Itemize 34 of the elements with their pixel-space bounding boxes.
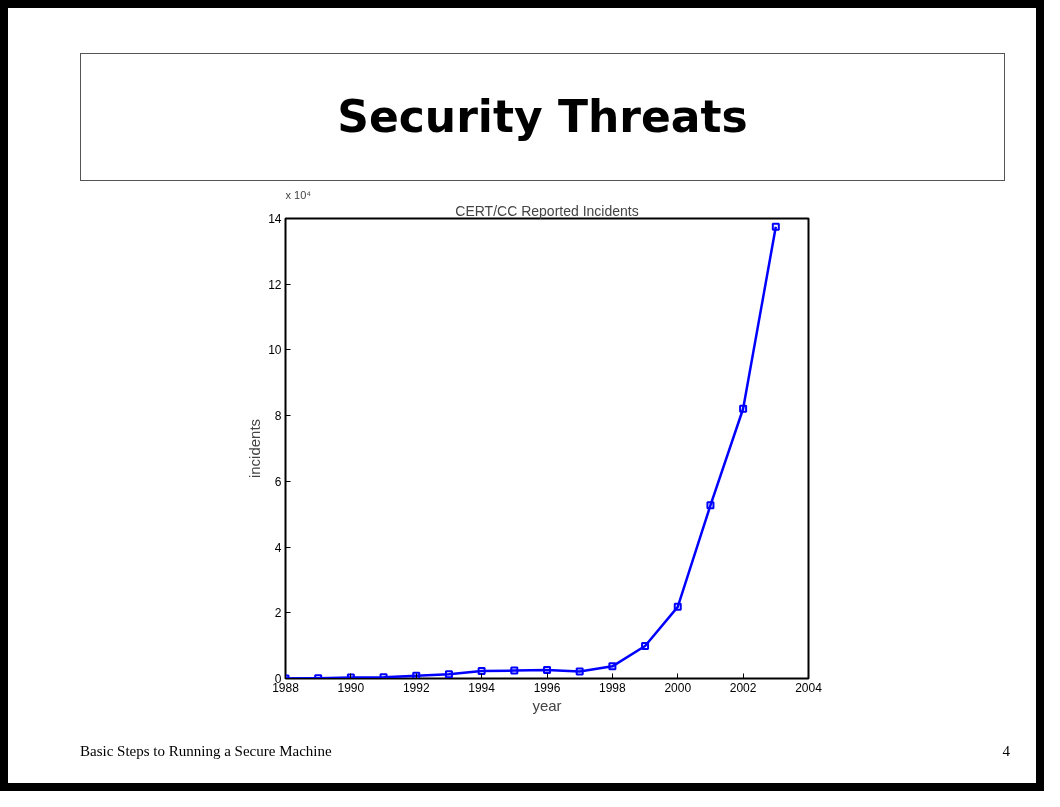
point [444,670,453,679]
x-tick-label: 2002 [729,680,757,695]
y-tick-label: 8 [274,409,282,424]
x-tick-label: 1990 [337,680,365,695]
x-tick-label: 1992 [402,680,430,695]
y-tick-label: 6 [274,474,282,489]
point [543,665,551,674]
y-axis-title: incidents [246,418,264,479]
x-tick-label: 1994 [468,680,496,695]
text: x 10⁴ [285,188,312,201]
point [739,404,748,413]
x-tick-label: 1998 [599,680,627,695]
point [673,602,682,611]
y-tick-label: 4 [274,540,282,555]
text: Security Threats [337,89,748,144]
point [608,662,617,671]
text: Basic Steps to Running a Secure Machine [80,742,332,761]
text: 4 [1002,742,1010,761]
point [412,671,421,679]
y-tick-label: 2 [274,606,282,621]
point [641,641,650,650]
x-tick-label: 1996 [533,680,561,695]
point [510,666,519,675]
y-tick-label: 14 [268,212,282,226]
chart-title: CERT/CC Reported Incidents [455,202,639,219]
x-tick-label: 2004 [795,680,823,695]
y-tick-label: 12 [268,277,282,292]
point [477,666,486,675]
y-tick-label: 10 [268,343,282,358]
point [575,667,584,676]
point [771,222,780,231]
x-tick-label: 2000 [664,680,692,695]
point [706,501,715,510]
x-axis-title: year [532,696,562,714]
